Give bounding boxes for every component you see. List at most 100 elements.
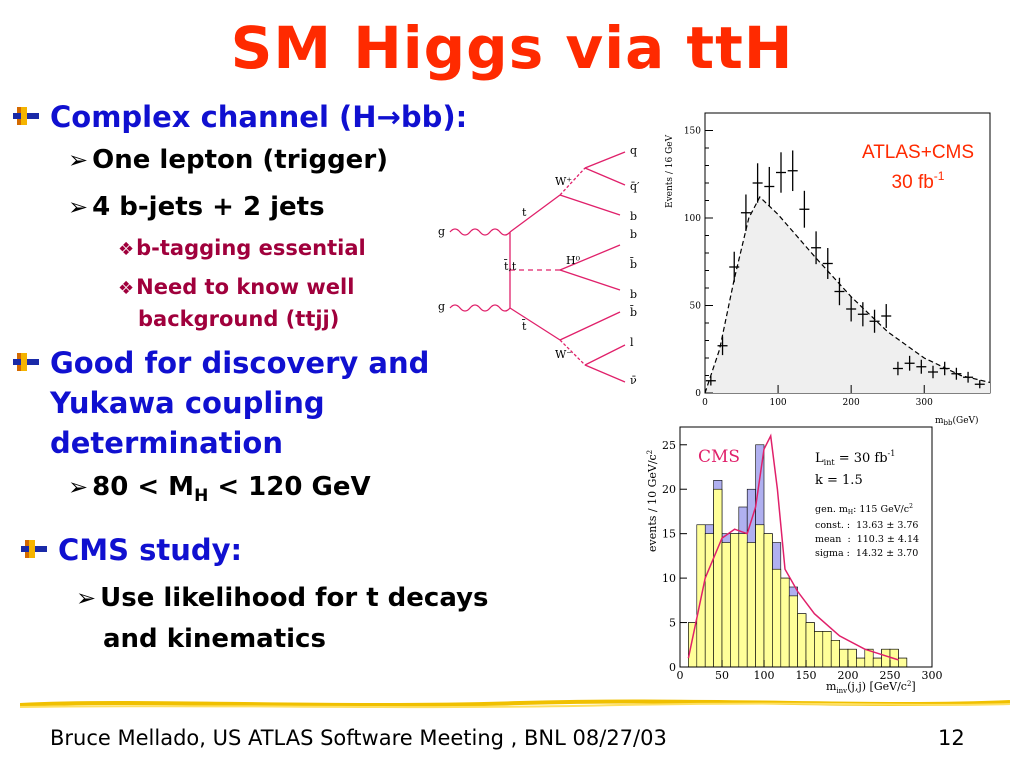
arrow-bullet-icon: ➢ <box>76 584 97 612</box>
neutrino-line <box>584 364 626 383</box>
atlas-x-tick-label: 200 <box>843 398 860 408</box>
footer-page-number: 12 <box>938 726 965 750</box>
label-qbar: q̄′ <box>630 180 640 193</box>
label-tt: t̄,t <box>503 260 516 273</box>
gluon-bottom <box>449 304 511 312</box>
atlas-data-point <box>822 248 833 279</box>
bbar-from-higgs <box>559 269 621 291</box>
bullet-complex-channel: Complex channel (H→bb): <box>50 100 468 134</box>
cms-background-bar <box>730 533 740 668</box>
atlas-data-point <box>904 355 915 371</box>
atlas-y-tick-label: 0 <box>695 389 701 399</box>
atlas-data-point <box>776 152 786 193</box>
bbar-from-tbar <box>559 311 621 341</box>
atlas-y-tick-label: 100 <box>684 214 701 224</box>
mass-range-post: < 120 GeV <box>208 472 371 502</box>
cms-y-tick-label: 5 <box>669 617 676 630</box>
footer-divider <box>20 699 1010 709</box>
subsub-bullet-background-cont: background (ttjj) <box>138 307 340 331</box>
sub-bullet-text: One lepton (trigger) <box>92 145 389 175</box>
b-from-top <box>559 194 621 216</box>
diamond-bullet-icon: ❖ <box>118 278 135 299</box>
label-wplus: W⁺ <box>555 175 572 188</box>
atlas-plot: 0 100 200 300 0 50 100 150 Events / 16 GeV mbb(… <box>665 112 991 427</box>
atlas-x-tick-label: 0 <box>702 398 708 408</box>
diamond-bullet-icon: ❖ <box>118 239 135 260</box>
atlas-y-tick-label: 150 <box>684 127 701 137</box>
subsub-bullet-background: ❖Need to know well <box>118 275 354 299</box>
cms-gen-sup: 2 <box>909 503 913 510</box>
label-bbar1: b̄ <box>630 258 638 271</box>
top-line <box>509 194 561 233</box>
atlas-data-point <box>916 359 927 374</box>
cms-ylabel-sup: 2 <box>646 450 654 454</box>
cms-background-bar <box>872 657 882 668</box>
bullet-icon <box>13 107 39 125</box>
cms-background-bar <box>721 542 731 668</box>
cms-const: const. : 13.63 ± 3.76 <box>815 520 918 531</box>
cms-background-bar <box>881 648 891 668</box>
cms-plot: 0 50 100 150 200 250 300 0 5 10 15 20 25 CMS Lint = … <box>646 426 943 695</box>
cms-background-bar <box>755 524 765 668</box>
mass-range-pre: 80 < M <box>92 472 195 502</box>
bullet-cms-study: CMS study: <box>58 533 243 567</box>
cms-ylabel-text: events / 10 GeV/c <box>646 454 659 552</box>
cms-background-bar <box>772 568 782 668</box>
footer-divider-highlight <box>20 702 1010 709</box>
atlas-data-point <box>799 190 810 228</box>
atlas-fit-fill <box>705 197 990 393</box>
cms-background-bar <box>713 488 723 668</box>
atlas-data-point <box>717 336 728 356</box>
qbar-line <box>584 167 626 186</box>
cms-background-bar <box>814 631 824 668</box>
cms-ylabel: events / 10 GeV/c2 <box>646 450 659 552</box>
arrow-bullet-icon: ➢ <box>68 193 89 221</box>
cms-y-tick-label: 15 <box>662 528 676 541</box>
cms-xlabel-end: ] <box>911 680 915 693</box>
cms-background-bar <box>839 648 849 668</box>
atlas-data-point <box>963 371 974 383</box>
label-b1: b <box>630 210 637 223</box>
cms-lint-l: L <box>815 451 824 466</box>
lepton-line <box>584 344 626 366</box>
sub-bullet-likelihood: ➢ Use likelihood for t decays <box>76 583 489 613</box>
atlas-data-point <box>881 304 892 328</box>
cms-background-bar <box>797 613 807 668</box>
atlas-data-point <box>705 375 716 386</box>
subsub-bullet-btagging: ❖b-tagging essential <box>118 236 366 260</box>
atlas-data-point <box>974 380 985 389</box>
cms-gen-val: : 115 GeV/c <box>853 504 909 515</box>
cms-background-bar <box>763 533 773 668</box>
label-g-bottom: g <box>438 300 445 313</box>
tbar-line <box>509 307 561 341</box>
cms-background-bar <box>805 622 815 668</box>
feynman-diagram: g g t t̄,t t̄ W⁺ W⁻ H⁰ q q̄′ b b b̄ b b̄… <box>438 144 640 387</box>
label-b3: b <box>630 288 637 301</box>
mass-range-sub: H <box>194 486 209 507</box>
cms-x-tick-label: 150 <box>796 669 817 682</box>
cms-background-bar <box>822 631 832 668</box>
cms-xlabel: minv(j,j) [GeV/c2] <box>826 680 916 695</box>
bullet-good-for-discovery-line2: Yukawa coupling <box>50 386 325 420</box>
cms-x-tick-label: 300 <box>922 669 943 682</box>
sub-bullet-bjets: ➢ 4 b-jets + 2 jets <box>68 192 325 222</box>
cms-k: k = 1.5 <box>815 473 863 488</box>
atlas-xlabel-sub: bb <box>944 419 953 427</box>
cms-y-tick-label: 25 <box>662 439 676 452</box>
atlas-annotation-lumi: 30 fb <box>892 172 934 193</box>
label-g-top: g <box>438 225 445 238</box>
cms-xlabel-sub: inv <box>836 687 847 695</box>
cms-x-tick-label: 0 <box>677 669 684 682</box>
subsub-bullet-text: Need to know well <box>136 275 355 299</box>
cms-x-tick-label: 50 <box>715 669 729 682</box>
sub-bullet-one-lepton: ➢ One lepton (trigger) <box>68 145 388 175</box>
cms-lint-sub: int <box>824 458 836 467</box>
cms-gen-sub: H <box>848 509 853 516</box>
cms-fit-curve <box>687 433 899 661</box>
sub-bullet-text: Use likelihood for t decays <box>100 583 489 613</box>
cms-background-bar <box>738 533 748 668</box>
cms-y-tick-label: 10 <box>662 572 676 585</box>
cms-y-tick-label: 20 <box>662 483 676 496</box>
atlas-annotation-line1: ATLAS+CMS <box>862 142 974 163</box>
label-tbar: t̄ <box>521 320 527 333</box>
